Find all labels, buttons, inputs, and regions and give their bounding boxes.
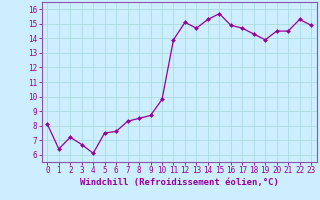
X-axis label: Windchill (Refroidissement éolien,°C): Windchill (Refroidissement éolien,°C) <box>80 178 279 187</box>
